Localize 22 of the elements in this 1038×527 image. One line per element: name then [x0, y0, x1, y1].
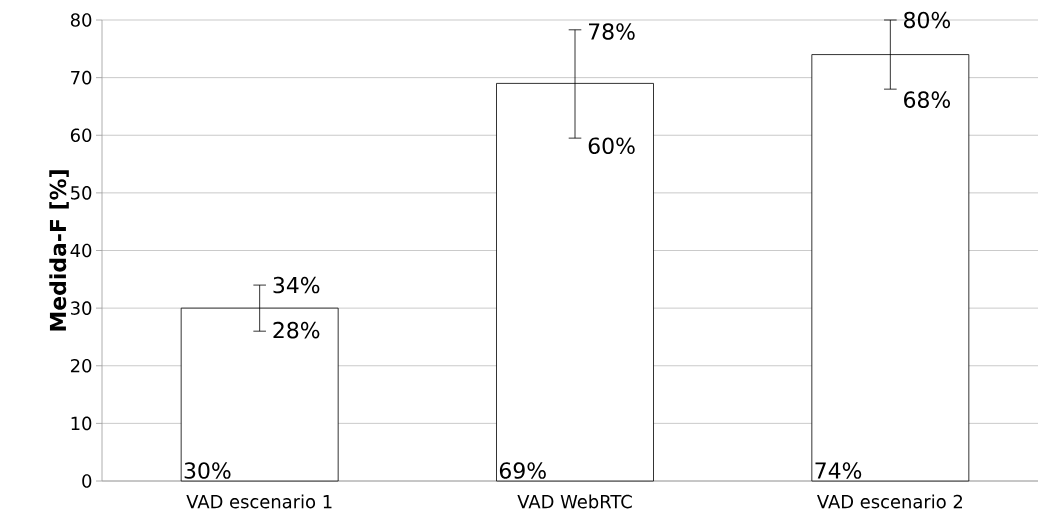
y-axis-title: Medida-F [%] — [49, 170, 69, 331]
y-tick-label: 10 — [71, 416, 92, 431]
annotation: 28% — [273, 321, 320, 339]
x-tick-label: VAD escenario 1 — [186, 494, 332, 509]
y-tick-label: 40 — [70, 243, 92, 258]
data-label: 69% — [499, 462, 546, 479]
data-label: 30% — [184, 462, 231, 479]
y-tick-label: 60 — [70, 128, 92, 143]
y-tick-label: 80 — [70, 13, 92, 27]
annotation: 68% — [904, 91, 951, 108]
x-tick-label: VAD escenario 2 — [817, 494, 963, 509]
y-tick-label: 0 — [82, 474, 92, 488]
annotation: 60% — [588, 137, 635, 155]
x-tick-label: VAD WebRTC — [517, 494, 632, 509]
y-tick-label: 30 — [71, 301, 92, 315]
y-tick-label: 70 — [71, 70, 92, 85]
annotation: 80% — [904, 11, 951, 29]
y-tick-label: 20 — [70, 358, 92, 373]
y-tick-label: 50 — [71, 186, 92, 200]
data-label: 74% — [815, 462, 862, 479]
annotation: 34% — [273, 276, 320, 294]
annotation: 78% — [589, 23, 635, 40]
